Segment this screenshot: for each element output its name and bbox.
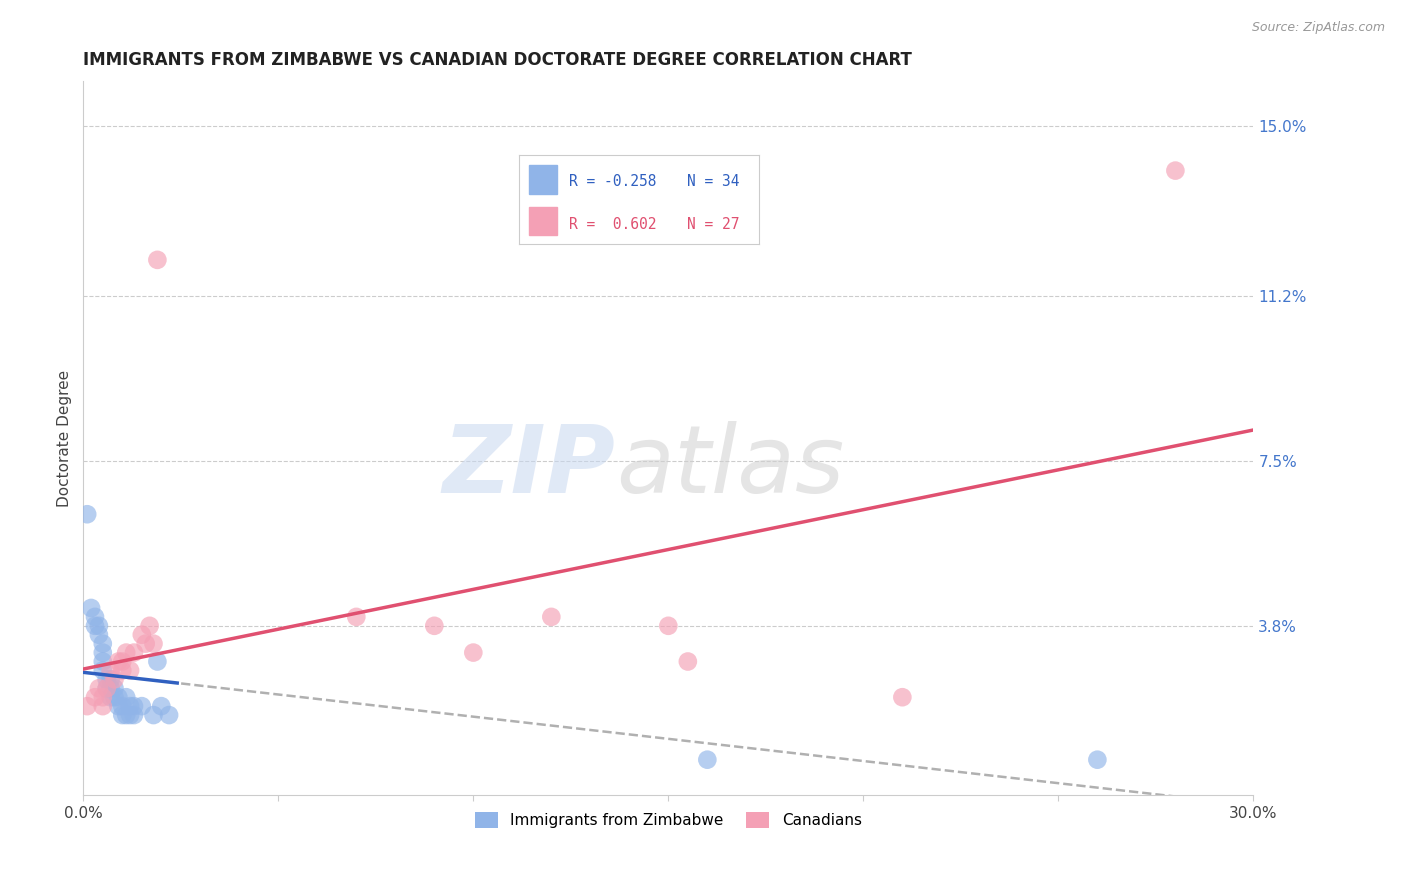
Point [122, 708, 145, 723]
Text: ZIP: ZIP [443, 421, 616, 513]
Point [107, 699, 129, 714]
Point [100, 664, 122, 678]
Text: Source: ZipAtlas.com: Source: ZipAtlas.com [1251, 21, 1385, 34]
Point [150, 699, 173, 714]
Point [76, 699, 98, 714]
Point [84, 610, 107, 624]
Point [87, 681, 110, 696]
Point [120, 664, 142, 678]
Point [120, 708, 142, 723]
Point [107, 655, 129, 669]
Point [91, 664, 114, 678]
Point [111, 708, 134, 723]
Point [120, 699, 142, 714]
Point [696, 753, 718, 767]
Point [91, 646, 114, 660]
Point [122, 646, 145, 660]
Bar [529, 207, 557, 235]
Point [146, 655, 169, 669]
Point [131, 699, 153, 714]
Point [91, 690, 114, 705]
Point [423, 619, 446, 633]
Point [103, 673, 125, 687]
Point [122, 699, 145, 714]
Point [87, 619, 110, 633]
Point [96, 681, 118, 696]
Point [84, 619, 107, 633]
Point [157, 708, 180, 723]
Point [344, 610, 367, 624]
Point [1164, 163, 1187, 178]
Point [111, 655, 134, 669]
Point [891, 690, 914, 705]
Point [103, 690, 125, 705]
Point [80, 601, 103, 615]
Point [84, 690, 107, 705]
Bar [529, 165, 557, 194]
Point [131, 628, 153, 642]
Text: N = 34: N = 34 [686, 174, 740, 189]
Point [96, 681, 118, 696]
Point [91, 655, 114, 669]
Point [676, 655, 699, 669]
Point [463, 646, 485, 660]
Point [107, 690, 129, 705]
Point [540, 610, 562, 624]
Point [657, 619, 679, 633]
Point [115, 708, 138, 723]
Y-axis label: Doctorate Degree: Doctorate Degree [58, 370, 72, 507]
Point [142, 637, 165, 651]
Legend: Immigrants from Zimbabwe, Canadians: Immigrants from Zimbabwe, Canadians [470, 806, 868, 834]
Point [87, 628, 110, 642]
Point [146, 252, 169, 267]
Point [142, 708, 165, 723]
Point [138, 619, 160, 633]
Point [115, 690, 138, 705]
Point [100, 673, 122, 687]
Point [135, 637, 157, 651]
Point [115, 646, 138, 660]
Point [91, 699, 114, 714]
Point [111, 664, 134, 678]
Text: atlas: atlas [616, 421, 844, 512]
Point [100, 690, 122, 705]
Point [91, 637, 114, 651]
Point [103, 681, 125, 696]
Point [111, 699, 134, 714]
Text: IMMIGRANTS FROM ZIMBABWE VS CANADIAN DOCTORATE DEGREE CORRELATION CHART: IMMIGRANTS FROM ZIMBABWE VS CANADIAN DOC… [83, 51, 912, 69]
Point [96, 673, 118, 687]
Point [1087, 753, 1109, 767]
Text: N = 27: N = 27 [686, 217, 740, 232]
Point [76, 508, 98, 522]
Text: R = -0.258: R = -0.258 [569, 174, 657, 189]
Point [100, 681, 122, 696]
Text: R =  0.602: R = 0.602 [569, 217, 657, 232]
